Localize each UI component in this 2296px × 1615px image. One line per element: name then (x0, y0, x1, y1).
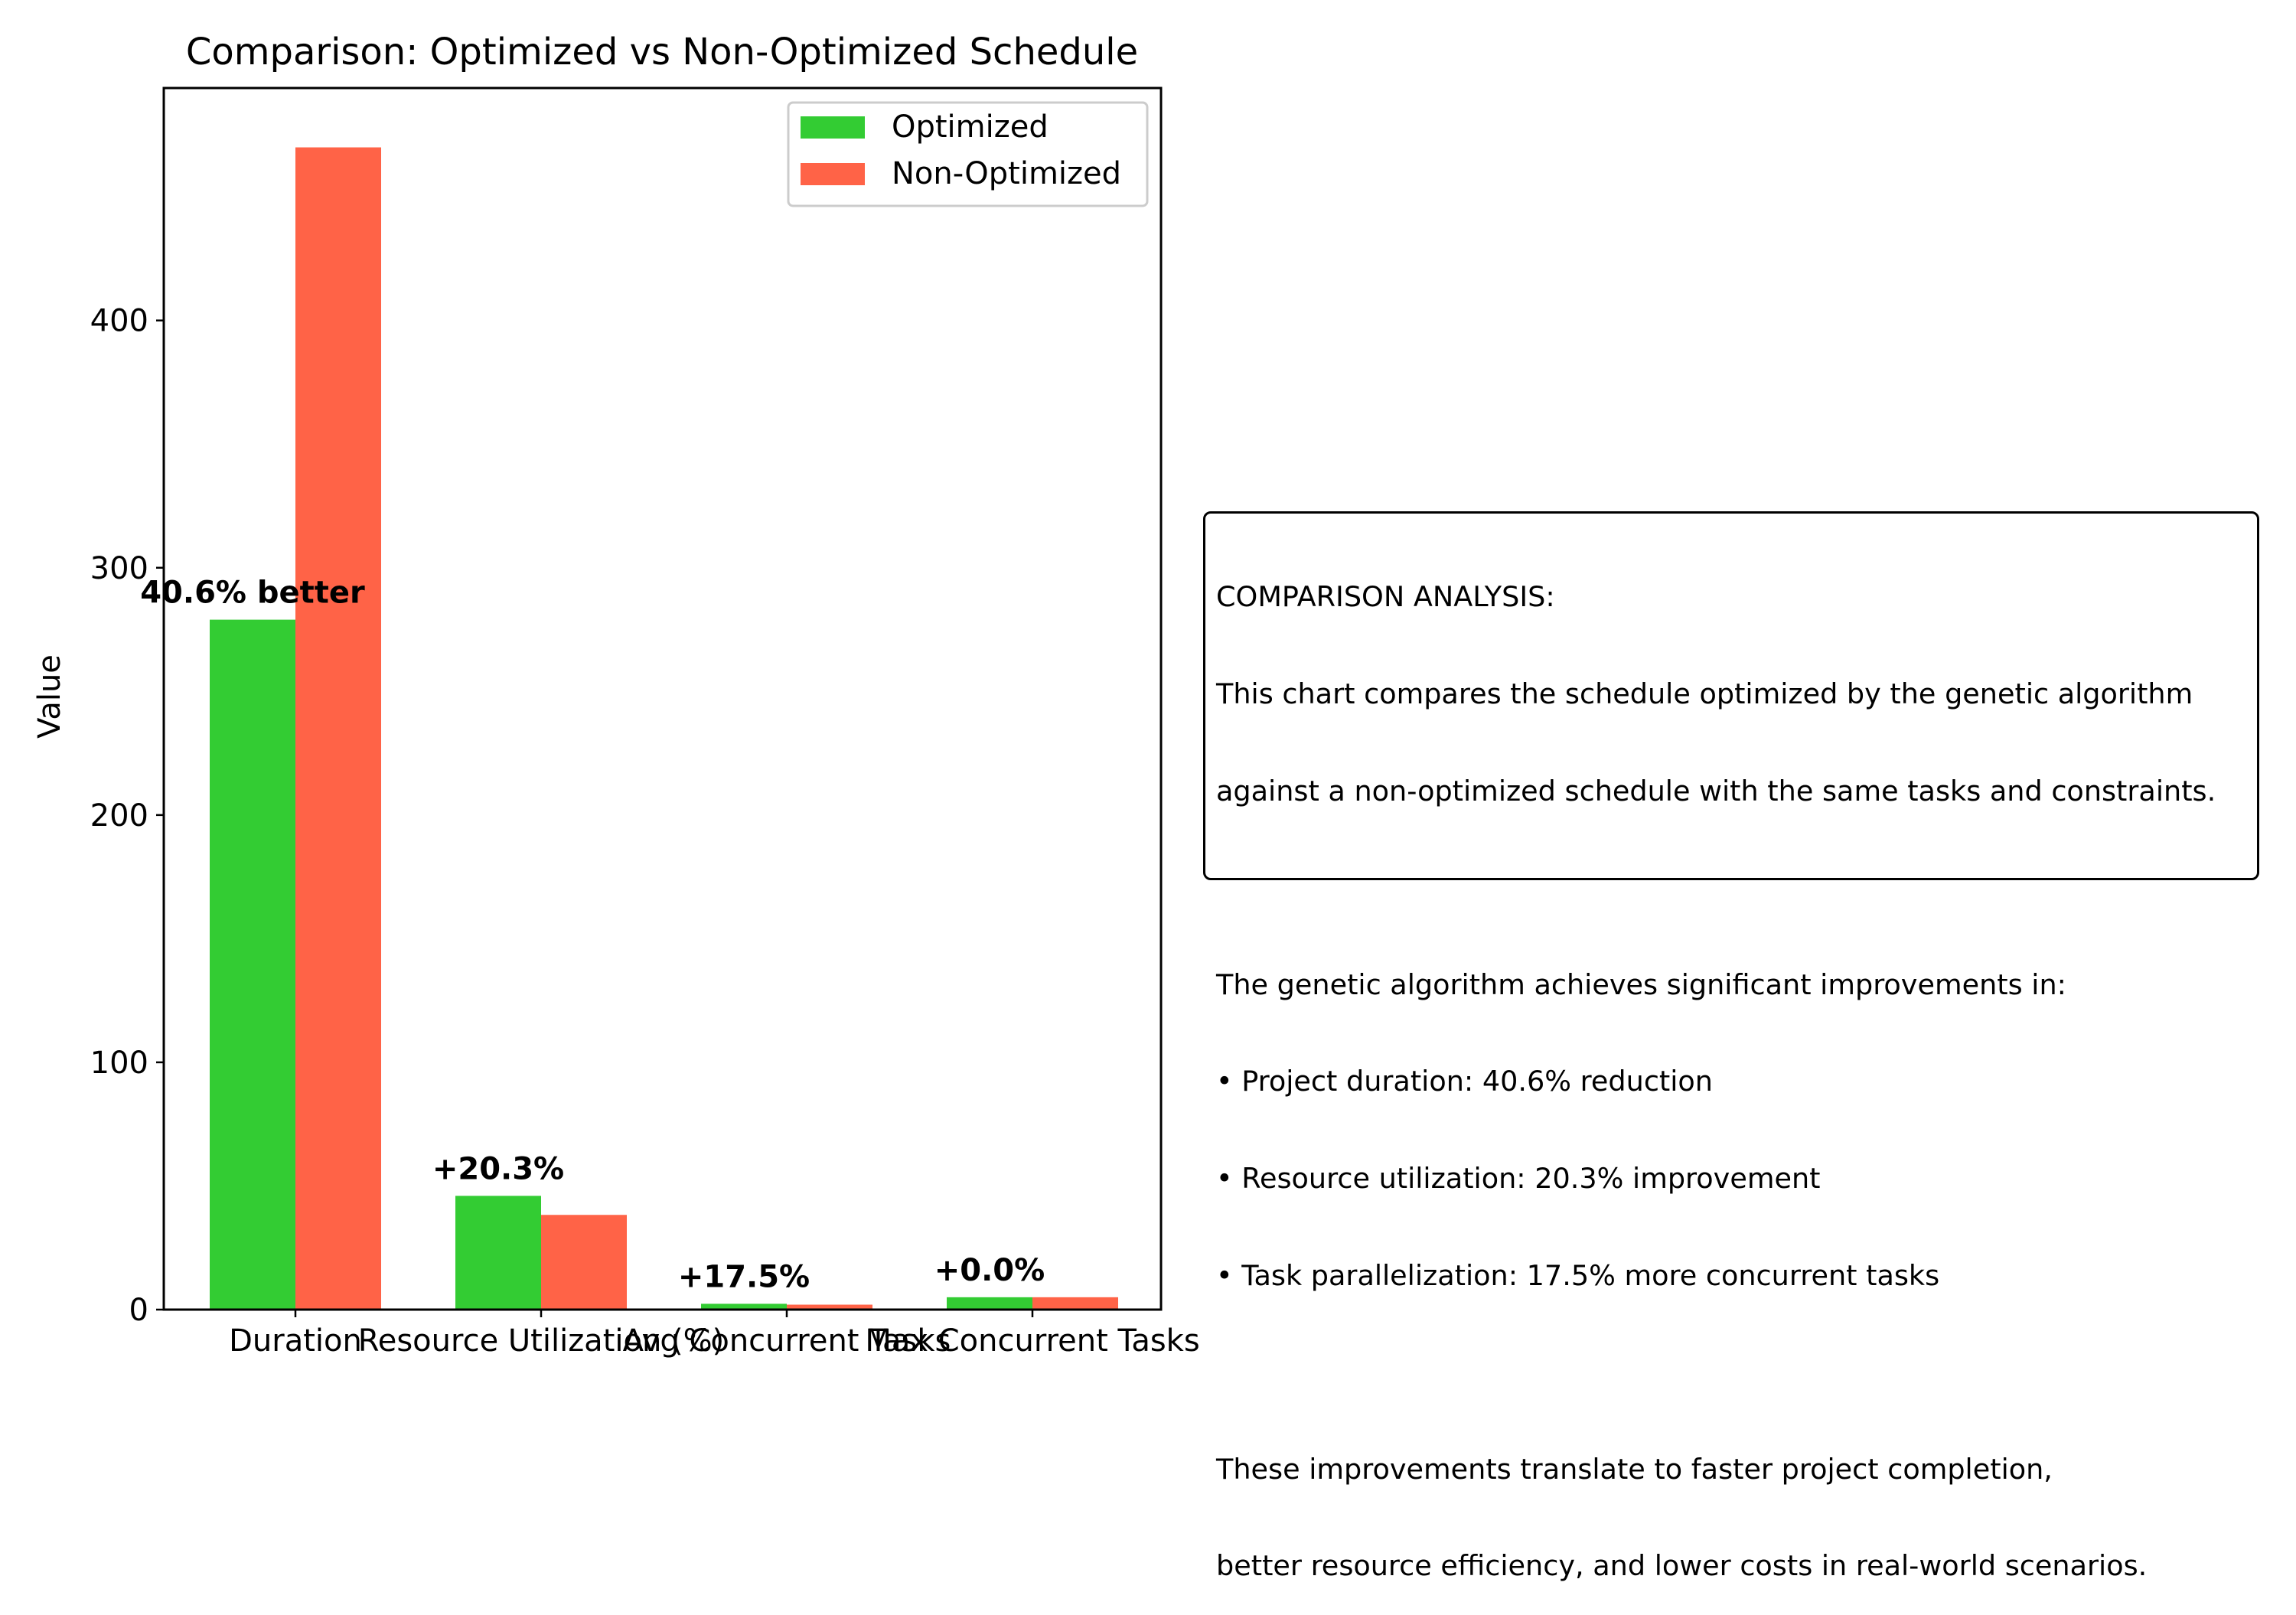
analysis-line: • Task parallelization: 17.5% more concu… (1216, 1258, 1940, 1292)
x-tick-label: Duration (229, 1323, 362, 1359)
analysis-line: better resource efficiency, and lower co… (1216, 1549, 2148, 1583)
x-tick-label: Avg Concurrent Tasks (623, 1323, 951, 1359)
bars-layer (210, 147, 1118, 1310)
analysis-line (1216, 1356, 2257, 1388)
legend-swatch (801, 163, 865, 185)
bar-annotation: +0.0% (934, 1253, 1045, 1288)
chart-title: Comparison: Optimized vs Non-Optimized S… (186, 31, 1138, 73)
legend-label: Optimized (892, 109, 1049, 145)
x-tick-label: Resource Utilization (%) (358, 1323, 725, 1359)
analysis-line: against a non-optimized schedule with th… (1216, 774, 2216, 808)
bar-optimized (210, 619, 295, 1310)
bar-non-optimized (787, 1304, 872, 1310)
analysis-line: COMPARISON ANALYSIS: (1216, 580, 1555, 614)
analysis-line (1216, 872, 2257, 904)
analysis-line: These improvements translate to faster p… (1216, 1452, 2053, 1486)
bar-non-optimized (541, 1215, 627, 1310)
bar-non-optimized (1032, 1297, 1118, 1310)
y-tick-label: 300 (90, 551, 148, 586)
legend: Optimized Non-Optimized (787, 101, 1149, 207)
y-tick-label: 100 (90, 1046, 148, 1081)
analysis-line: • Resource utilization: 20.3% improvemen… (1216, 1161, 1821, 1195)
comparison-chart: Comparison: Optimized vs Non-Optimized S… (32, 31, 1200, 1359)
legend-swatch (801, 116, 865, 139)
bar-optimized (701, 1303, 787, 1310)
legend-label: Non-Optimized (892, 156, 1121, 191)
bar-non-optimized (295, 147, 381, 1310)
annotations-layer: 40.6% better +20.3% +17.5% +0.0% (140, 576, 1045, 1295)
y-tick-label: 0 (129, 1293, 148, 1328)
bar-optimized (947, 1297, 1032, 1310)
bar-optimized (455, 1196, 541, 1310)
analysis-line: This chart compares the schedule optimiz… (1216, 677, 2193, 710)
y-tick-label: 400 (90, 304, 148, 339)
y-axis-label: Value (32, 654, 67, 739)
bar-annotation: 40.6% better (140, 576, 365, 611)
x-tick-label: Max Concurrent Tasks (865, 1323, 1199, 1359)
analysis-line: • Project duration: 40.6% reduction (1216, 1065, 1713, 1098)
plot-frame (162, 86, 1163, 1311)
legend-frame (787, 101, 1149, 207)
bar-annotation: +17.5% (678, 1259, 810, 1294)
y-tick-label: 200 (90, 798, 148, 834)
comparison-analysis-box: COMPARISON ANALYSIS: This chart compares… (1203, 511, 2259, 1582)
bar-annotation: +20.3% (432, 1151, 564, 1186)
analysis-line: The genetic algorithm achieves significa… (1216, 967, 2066, 1001)
